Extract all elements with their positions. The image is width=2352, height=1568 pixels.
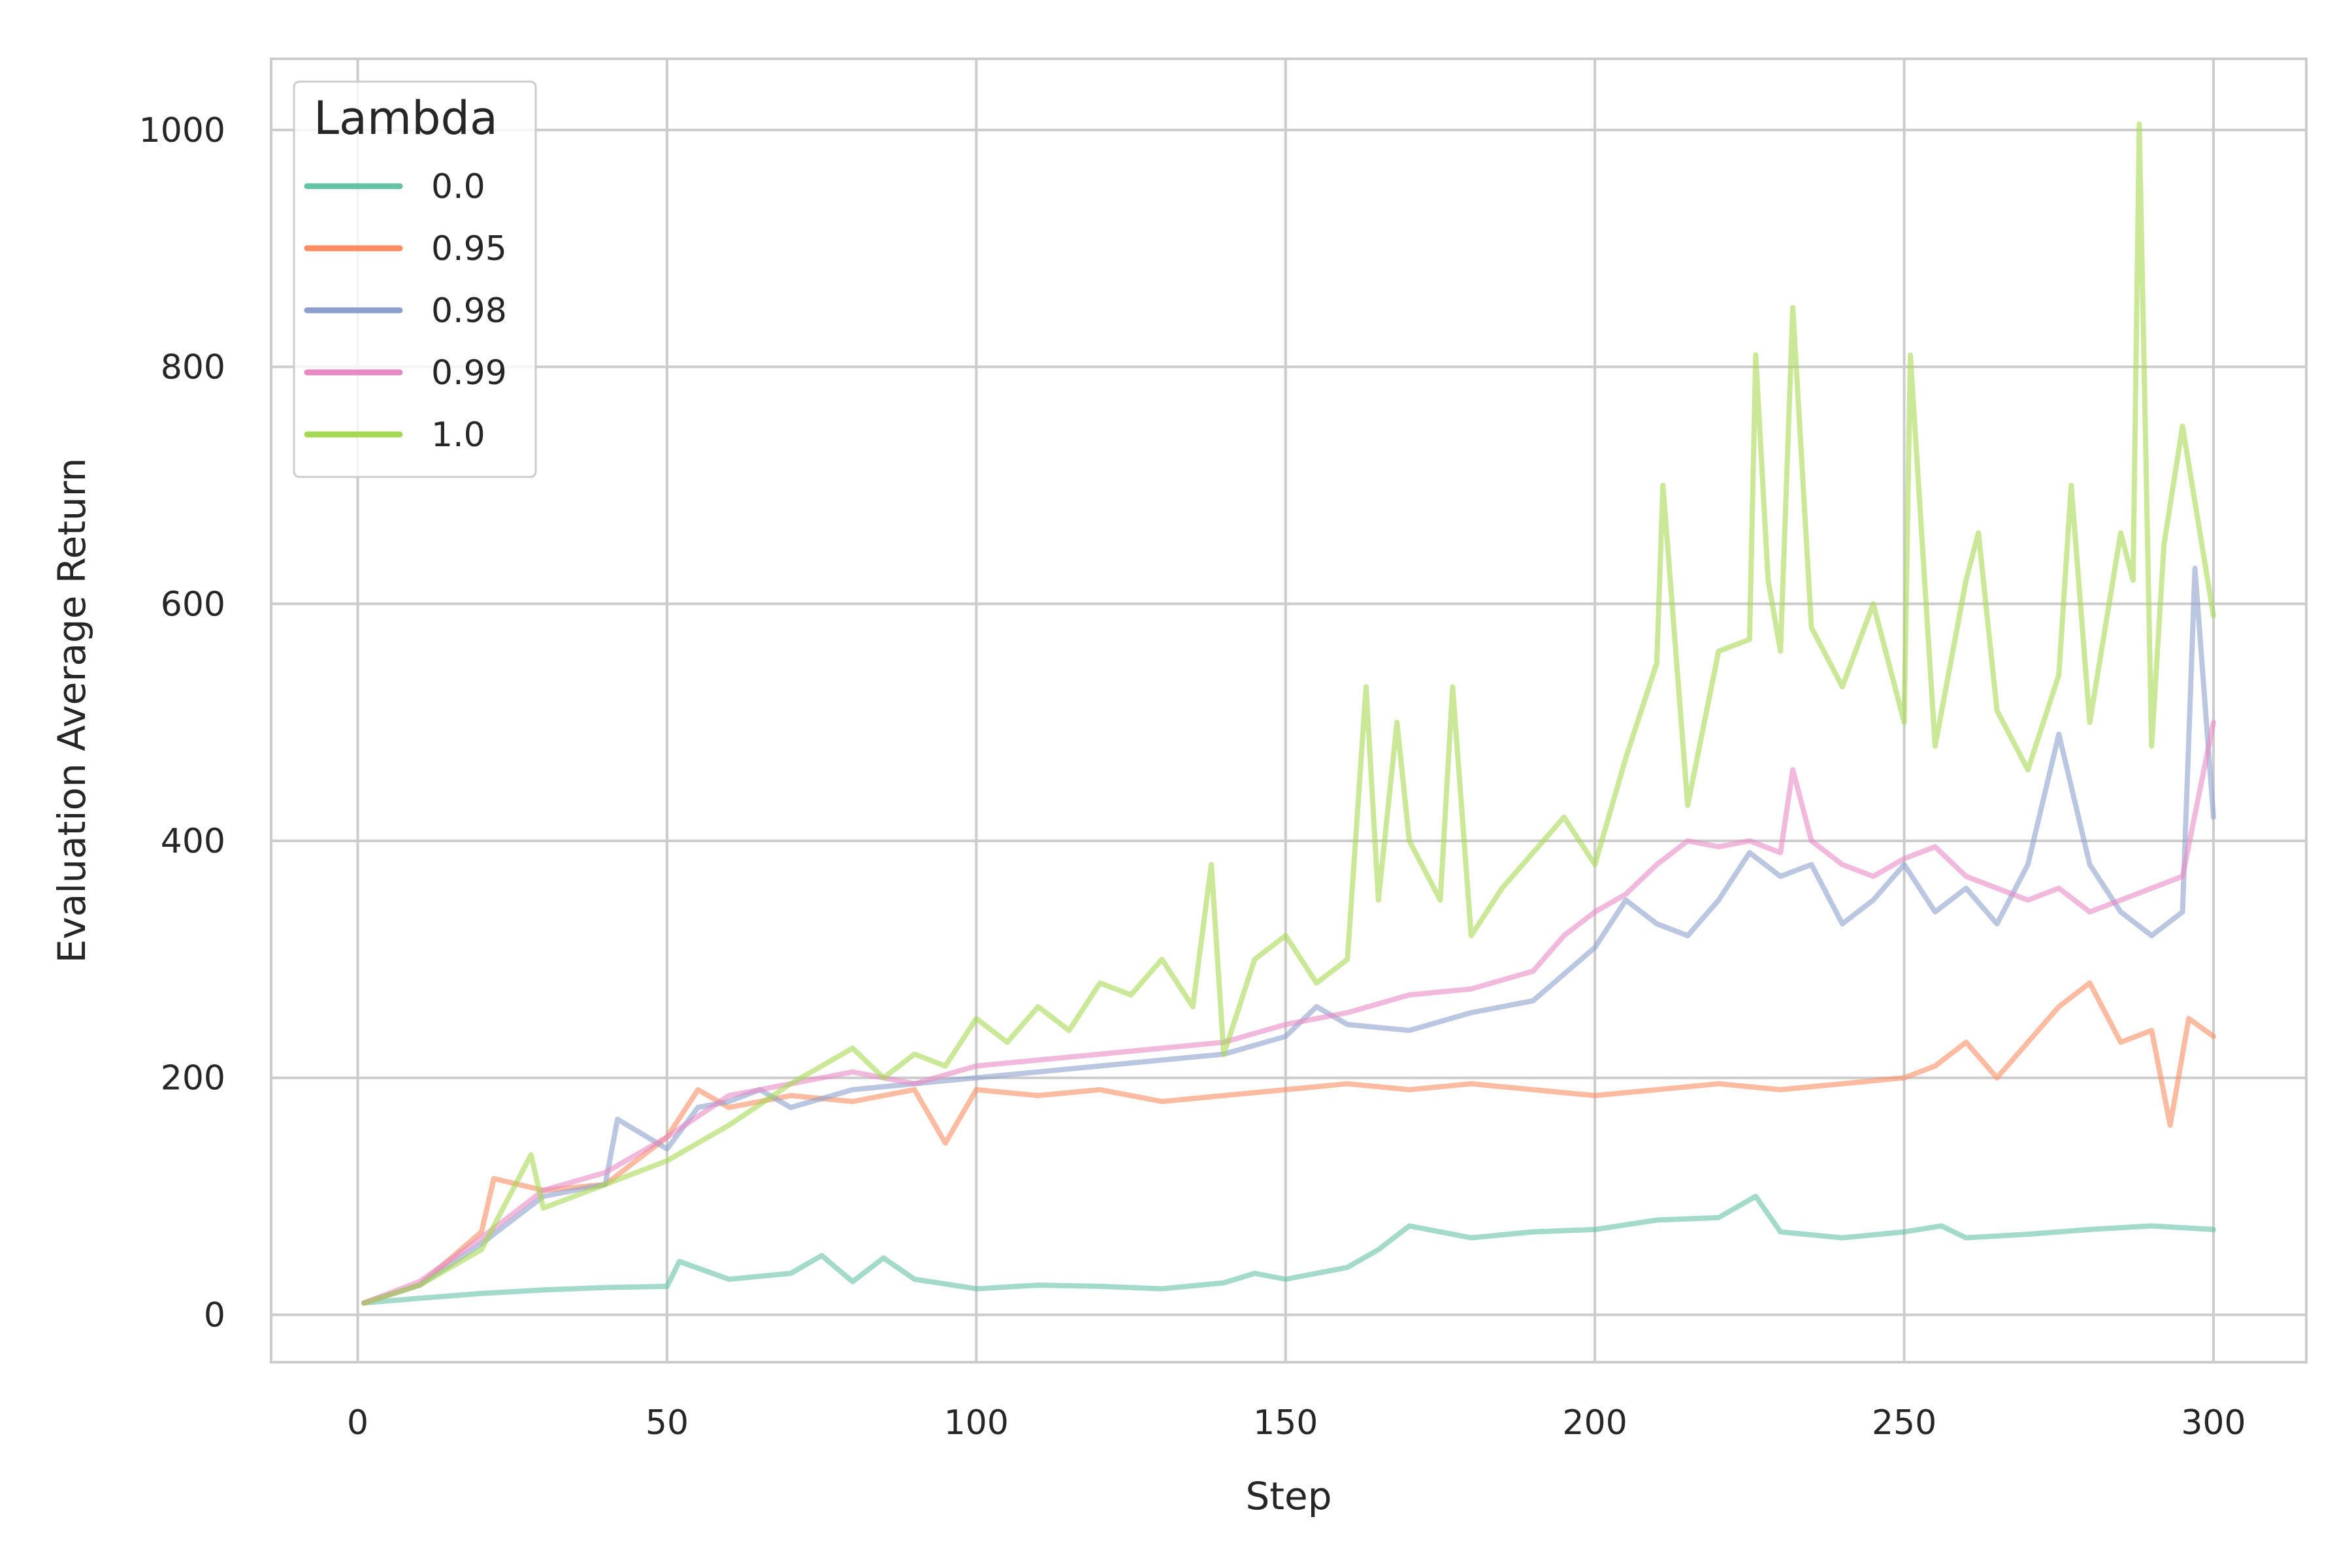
series-line-4 (361, 121, 2216, 1306)
legend-box (293, 80, 537, 478)
legend-items: 0.0 0.95 0.98 0.99 1.0 (304, 167, 507, 455)
legend-label: 0.0 (431, 167, 485, 206)
series-line-0 (361, 1194, 2216, 1306)
legend-label: 0.99 (431, 353, 507, 393)
x-tick-label: 250 (1872, 1403, 1936, 1443)
y-tick-labels: 0 200 400 600 800 1000 (139, 111, 225, 1335)
legend-item: 0.99 (304, 353, 507, 393)
x-tick-label: 200 (1563, 1403, 1627, 1443)
x-tick-label: 50 (645, 1403, 689, 1443)
x-tick-label: 100 (944, 1403, 1009, 1443)
legend-label: 0.95 (431, 229, 507, 269)
legend-item: 0.0 (304, 167, 485, 206)
y-tick-label: 600 (161, 585, 225, 624)
legend: Lambda 0.0 0.95 0.98 0.99 1.0 (293, 80, 537, 478)
series-line-1 (361, 980, 2216, 1306)
y-tick-label: 0 (204, 1296, 225, 1335)
x-tick-label: 150 (1253, 1403, 1318, 1443)
x-tick-label: 0 (347, 1403, 368, 1443)
y-tick-label: 1000 (139, 111, 225, 150)
y-tick-label: 400 (161, 822, 225, 861)
series-lines (361, 121, 2216, 1306)
legend-item: 0.98 (304, 291, 507, 331)
plot-frame (270, 57, 2308, 1364)
plot-area (271, 59, 2306, 1362)
x-tick-label: 300 (2181, 1403, 2246, 1443)
plot-background (271, 59, 2306, 1362)
legend-label: 0.98 (431, 291, 507, 331)
x-tick-labels: 0 50 100 150 200 250 300 (347, 1403, 2246, 1443)
x-axis-label: Step (1245, 1474, 1331, 1518)
y-tick-label: 200 (161, 1059, 225, 1098)
legend-item: 0.95 (304, 229, 507, 269)
legend-title: Lambda (314, 91, 498, 145)
y-tick-label: 800 (161, 348, 225, 387)
legend-label: 1.0 (431, 416, 485, 455)
y-axis-label: Evaluation Average Return (50, 458, 94, 964)
legend-item: 1.0 (304, 416, 485, 455)
